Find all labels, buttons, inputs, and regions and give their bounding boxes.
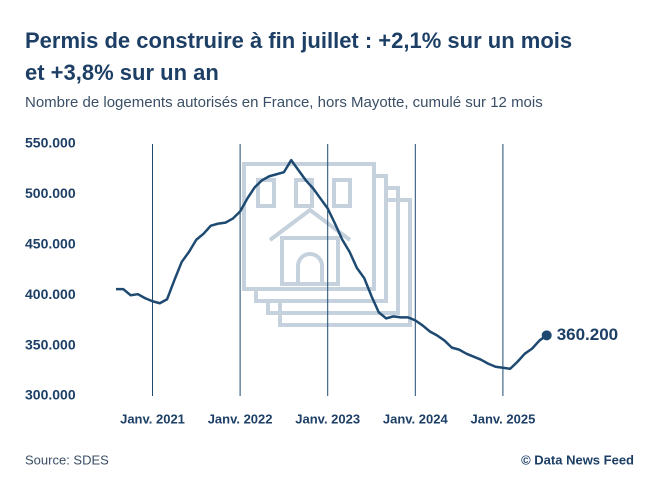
y-tick-label: 400.000 [25, 286, 76, 302]
x-tick-label: Janv. 2025 [470, 411, 535, 426]
y-tick-label: 350.000 [25, 336, 76, 352]
source: Source: SDES [25, 452, 109, 467]
chart-title: Permis de construire à fin juillet : +2,… [25, 28, 572, 53]
credit: © Data News Feed [521, 452, 634, 467]
value-label: 360.200 [557, 325, 618, 344]
x-tick-label: Janv. 2024 [383, 411, 449, 426]
x-tick-label: Janv. 2021 [120, 411, 185, 426]
y-tick-label: 450.000 [25, 236, 76, 252]
y-tick-label: 300.000 [25, 387, 76, 403]
y-tick-label: 500.000 [25, 185, 76, 201]
x-tick-label: Janv. 2022 [208, 411, 273, 426]
line [116, 158, 548, 371]
chart-title: et +3,8% sur un an [25, 60, 219, 85]
background-icon [242, 162, 412, 327]
chart-subtitle: Nombre de logements autorisés en France,… [25, 94, 543, 111]
y-tick-label: 550.000 [25, 135, 76, 151]
x-tick-label: Janv. 2023 [295, 411, 360, 426]
end-dot [541, 330, 552, 341]
